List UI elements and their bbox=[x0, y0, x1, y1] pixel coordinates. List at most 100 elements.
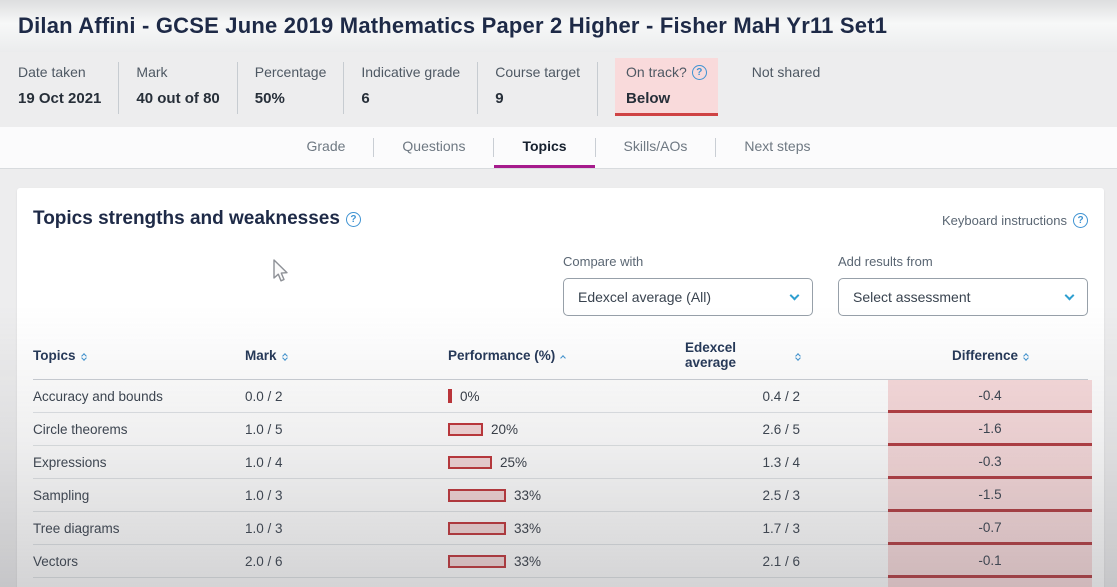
performance-cell: 25% bbox=[448, 446, 685, 479]
stat-date-taken: Date taken 19 Oct 2021 bbox=[18, 62, 118, 114]
performance-cell: 33% bbox=[448, 512, 685, 545]
tab-next-steps[interactable]: Next steps bbox=[744, 138, 811, 154]
column-header-edexcel-average[interactable]: Edexcel average bbox=[685, 340, 888, 370]
performance-label: 0% bbox=[460, 388, 480, 404]
mark-cell: 1.0 / 3 bbox=[245, 512, 448, 545]
topic-cell: Sampling bbox=[33, 479, 245, 512]
mark-cell: 1.0 / 5 bbox=[245, 413, 448, 446]
performance-label: 25% bbox=[500, 454, 528, 470]
stat-value: 9 bbox=[495, 90, 504, 107]
sort-icon bbox=[281, 351, 288, 361]
tab-divider bbox=[373, 138, 375, 157]
performance-bar bbox=[448, 422, 483, 436]
column-header-topics[interactable]: Topics bbox=[33, 340, 245, 370]
stat-value: 6 bbox=[361, 90, 370, 107]
stat-label: Indicative grade bbox=[361, 64, 461, 80]
on-track-label: On track? bbox=[626, 64, 687, 80]
on-track-help-icon[interactable]: ? bbox=[691, 64, 707, 80]
mark-cell: 2.0 / 6 bbox=[245, 545, 448, 578]
column-header-difference[interactable]: Difference bbox=[888, 340, 1092, 370]
compare-with-control: Compare with Edexcel average (All) bbox=[563, 254, 813, 316]
keyboard-help-icon[interactable]: ? bbox=[1073, 213, 1088, 228]
compare-with-value: Edexcel average (All) bbox=[578, 289, 712, 305]
mark-cell: 5.0 / 13 bbox=[245, 578, 448, 587]
summary-stats: Date taken 19 Oct 2021 Mark 40 out of 80… bbox=[0, 52, 1117, 118]
add-results-control: Add results from Select assessment bbox=[838, 254, 1088, 316]
performance-cell: 20% bbox=[448, 413, 685, 446]
performance-bar bbox=[448, 521, 506, 535]
edexcel-average-cell: 0.4 / 2 bbox=[685, 380, 888, 413]
tab-grade[interactable]: Grade bbox=[306, 138, 346, 154]
table-row: Tree diagrams 1.0 / 3 33% 1.7 / 3 -0.7 bbox=[33, 512, 1092, 545]
sort-icon bbox=[1023, 351, 1029, 361]
performance-label: 20% bbox=[491, 421, 519, 437]
page-title: Dilan Affini - GCSE June 2019 Mathematic… bbox=[18, 13, 888, 38]
topic-cell: Expressions bbox=[33, 446, 245, 479]
stat-value: 40 out of 80 bbox=[136, 90, 220, 107]
chevron-down-icon bbox=[789, 290, 800, 300]
stat-label: Percentage bbox=[254, 64, 327, 80]
section-help-icon[interactable]: ? bbox=[345, 211, 361, 227]
performance-bar bbox=[448, 455, 492, 469]
table-row: Graphs 5.0 / 13 38% 6.8 / 13 -1.8 bbox=[33, 578, 1092, 587]
compare-with-select[interactable]: Edexcel average (All) bbox=[563, 278, 813, 316]
column-header-mark[interactable]: Mark bbox=[245, 340, 448, 370]
sort-ascending-icon bbox=[560, 348, 567, 363]
tab-divider bbox=[493, 138, 495, 157]
tab-divider bbox=[594, 138, 596, 157]
performance-bar bbox=[448, 389, 452, 403]
tab-questions[interactable]: Questions bbox=[402, 138, 466, 154]
difference-cell: -0.7 bbox=[888, 512, 1092, 545]
stat-label: Mark bbox=[136, 64, 168, 80]
column-header-performance[interactable]: Performance (%) bbox=[448, 340, 685, 370]
performance-cell: 0% bbox=[448, 380, 685, 413]
stat-mark: Mark 40 out of 80 bbox=[118, 62, 236, 114]
edexcel-average-cell: 2.1 / 6 bbox=[685, 545, 888, 578]
performance-bar bbox=[448, 488, 506, 502]
stat-percentage: Percentage 50% bbox=[236, 62, 344, 114]
topic-cell: Accuracy and bounds bbox=[33, 380, 245, 413]
on-track-value: Below bbox=[626, 90, 671, 107]
difference-cell: -1.8 bbox=[888, 578, 1092, 587]
tab-divider bbox=[715, 138, 717, 157]
topic-cell: Tree diagrams bbox=[33, 512, 245, 545]
tab-bar: Grade Questions Topics Skills/AOs Next s… bbox=[0, 127, 1117, 169]
difference-cell: -0.1 bbox=[888, 545, 1092, 578]
edexcel-average-cell: 2.5 / 3 bbox=[685, 479, 888, 512]
difference-cell: -0.3 bbox=[888, 446, 1092, 479]
topic-cell: Graphs bbox=[33, 578, 245, 587]
edexcel-average-cell: 1.7 / 3 bbox=[685, 512, 888, 545]
add-results-value: Select assessment bbox=[853, 289, 971, 305]
stat-label: Date taken bbox=[18, 64, 86, 80]
topics-card: Topics strengths and weaknesses ? Keyboa… bbox=[17, 188, 1104, 587]
title-bar: Dilan Affini - GCSE June 2019 Mathematic… bbox=[0, 0, 1117, 52]
not-shared-label: Not shared bbox=[751, 64, 821, 80]
mark-cell: 0.0 / 2 bbox=[245, 380, 448, 413]
on-track-badge: On track? ? Below bbox=[615, 58, 718, 116]
performance-cell: 33% bbox=[448, 479, 685, 512]
topic-cell: Vectors bbox=[33, 545, 245, 578]
table-row: Circle theorems 1.0 / 5 20% 2.6 / 5 -1.6 bbox=[33, 413, 1092, 446]
edexcel-average-cell: 1.3 / 4 bbox=[685, 446, 888, 479]
tab-topics[interactable]: Topics bbox=[494, 127, 595, 168]
stat-on-track: On track? ? Below bbox=[597, 58, 735, 116]
section-title: Topics strengths and weaknesses ? bbox=[33, 208, 361, 230]
tab-skills-aos[interactable]: Skills/AOs bbox=[623, 138, 688, 154]
performance-label: 33% bbox=[514, 553, 542, 569]
compare-with-label: Compare with bbox=[563, 254, 644, 269]
table-row: Expressions 1.0 / 4 25% 1.3 / 4 -0.3 bbox=[33, 446, 1092, 479]
add-results-select[interactable]: Select assessment bbox=[838, 278, 1088, 316]
add-results-label: Add results from bbox=[838, 254, 933, 269]
difference-cell: -1.5 bbox=[888, 479, 1092, 512]
stat-indicative-grade: Indicative grade 6 bbox=[343, 62, 477, 114]
stat-label: Course target bbox=[495, 64, 581, 80]
edexcel-average-cell: 6.8 / 13 bbox=[685, 578, 888, 587]
table-row: Accuracy and bounds 0.0 / 2 0% 0.4 / 2 -… bbox=[33, 380, 1092, 413]
keyboard-instructions[interactable]: Keyboard instructions ? bbox=[942, 213, 1088, 228]
mark-cell: 1.0 / 3 bbox=[245, 479, 448, 512]
difference-cell: -1.6 bbox=[888, 413, 1092, 446]
table-body: Accuracy and bounds 0.0 / 2 0% 0.4 / 2 -… bbox=[33, 380, 1092, 587]
performance-cell: 33% bbox=[448, 545, 685, 578]
table-row: Vectors 2.0 / 6 33% 2.1 / 6 -0.1 bbox=[33, 545, 1092, 578]
topic-cell: Circle theorems bbox=[33, 413, 245, 446]
